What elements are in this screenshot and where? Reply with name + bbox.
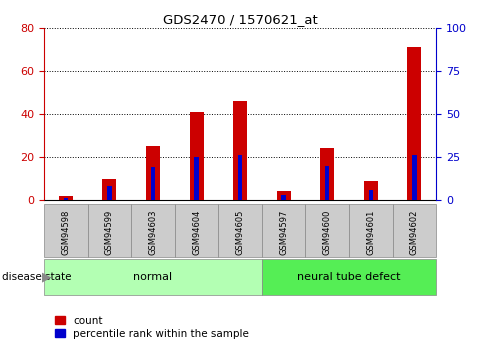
Bar [107,186,112,200]
Bar [59,196,73,200]
Text: GSM94597: GSM94597 [279,210,288,255]
Legend: count, percentile rank within the sample: count, percentile rank within the sample [54,315,250,340]
Text: GSM94603: GSM94603 [148,210,157,255]
Text: GSM94600: GSM94600 [323,210,332,255]
Bar [412,155,416,200]
Bar [190,112,203,200]
Bar [146,146,160,200]
Bar [277,191,291,200]
Bar [368,190,373,200]
Bar [238,155,242,200]
Text: ▶: ▶ [42,270,51,283]
Text: normal: normal [133,272,172,282]
Bar [102,179,117,200]
Text: disease state: disease state [2,272,72,282]
Text: GSM94602: GSM94602 [410,210,419,255]
Bar [364,181,378,200]
Bar [151,167,155,200]
Bar [320,148,334,200]
Bar [195,157,199,200]
Bar [281,195,286,200]
Text: GSM94605: GSM94605 [236,210,245,255]
Text: GSM94599: GSM94599 [105,210,114,255]
Text: GSM94601: GSM94601 [366,210,375,255]
Bar [64,197,68,200]
Bar [325,166,329,200]
Text: neural tube defect: neural tube defect [297,272,401,282]
Text: GSM94604: GSM94604 [192,210,201,255]
Bar [233,101,247,200]
Title: GDS2470 / 1570621_at: GDS2470 / 1570621_at [163,13,318,27]
Bar [407,47,421,200]
Text: GSM94598: GSM94598 [61,210,71,255]
